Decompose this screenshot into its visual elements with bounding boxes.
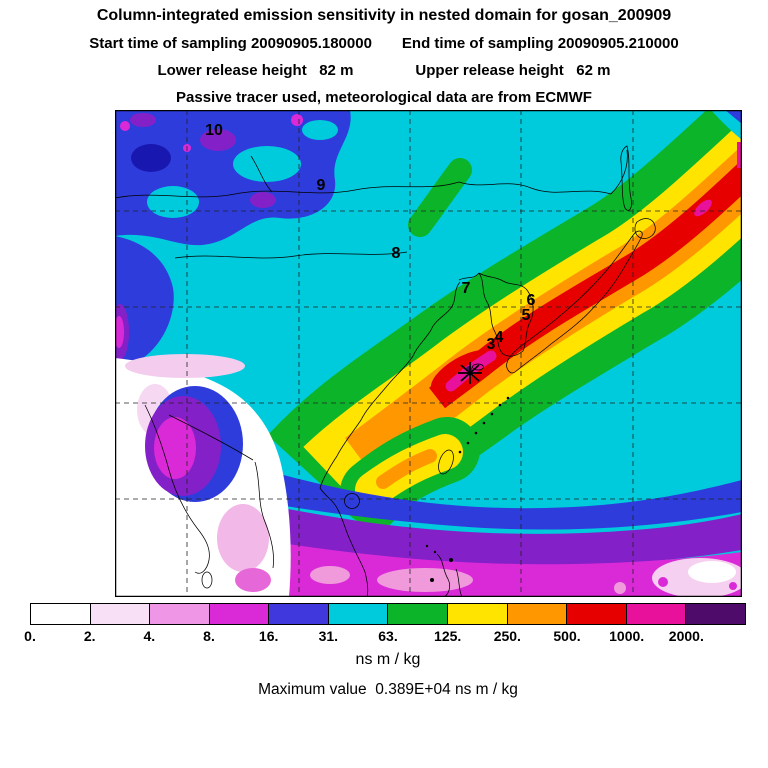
page-title: Column-integrated emission sensitivity i… <box>96 7 672 24</box>
max-value-label: Maximum value 0.389E+04 ns m / kg <box>258 681 518 698</box>
lower-release-label: Lower release height 82 m <box>157 62 354 79</box>
colorbar-segment <box>150 604 210 624</box>
trajectory-day-label: 6 <box>527 292 536 309</box>
colorbar-tick-label: 16. <box>258 628 279 644</box>
colorbar-tick-label: 4. <box>143 628 156 644</box>
colorbar-segment <box>209 604 270 624</box>
map-frame <box>114 109 743 598</box>
colorbar-segment <box>448 604 508 624</box>
sensitivity-field <box>111 79 768 598</box>
island-dots <box>425 396 510 582</box>
colorbar-tick-label: 2. <box>83 628 96 644</box>
tracer-meteo-label: Passive tracer used, meteorological data… <box>0 89 768 106</box>
colorbar-tick-label: 0. <box>24 628 36 644</box>
colorbar-tick-label: 1000. <box>609 628 645 644</box>
colorbar-segment <box>90 604 151 624</box>
colorbar-units: ns m / kg <box>355 651 421 668</box>
colorbar-segment <box>686 604 745 624</box>
colorbar-segment <box>328 604 389 624</box>
end-time-label: End time of sampling 20090905.210000 <box>401 35 679 52</box>
trajectory-day-label: 9 <box>317 177 326 194</box>
colorbar <box>30 603 746 625</box>
trajectory-day-label: 7 <box>462 280 471 297</box>
trajectory-day-label: 8 <box>392 245 401 262</box>
colorbar-labels: 0. 2. 4. 8. 16. 31. 63. 125. 250. 500. 1000. 2000. <box>24 628 746 646</box>
colorbar-segment <box>31 604 91 624</box>
colorbar-segment <box>388 604 449 624</box>
colorbar-tick-label: 125. <box>434 628 462 644</box>
trajectory-day-label: 3 <box>487 336 496 353</box>
colorbar-tick-label: 250. <box>493 628 521 644</box>
trajectory-day-label: 5 <box>522 307 531 324</box>
latlon-grid <box>115 110 742 597</box>
upper-release-label: Upper release height 62 m <box>415 62 611 79</box>
colorbar-tick-label: 8. <box>203 628 215 644</box>
map-svg: 10 9 8 7 6 5 4 3 <box>111 79 768 598</box>
sensitivity-map: 10 9 8 7 6 5 4 3 <box>111 79 768 598</box>
tracer-meteo-text: Passive tracer used, meteorological data… <box>176 89 592 106</box>
trajectory-day-labels: 10 9 8 7 6 5 4 3 <box>205 122 535 353</box>
colorbar-segment <box>507 604 568 624</box>
colorbar-tick-label: 500. <box>553 628 581 644</box>
trajectory-day-label: 4 <box>495 329 504 346</box>
coastlines <box>114 145 656 598</box>
colorbar-tick-label: 31. <box>318 628 339 644</box>
receptor-marker-icon <box>458 362 482 384</box>
colorbar-segment <box>269 604 329 624</box>
start-time-label: Start time of sampling 20090905.180000 <box>89 35 372 52</box>
colorbar-segment <box>567 604 627 624</box>
release-height-line: Lower release height 82 m Upper release … <box>0 62 768 79</box>
colorbar-tick-label: 2000. <box>668 628 704 644</box>
sampling-time-line: Start time of sampling 20090905.180000 E… <box>0 35 768 52</box>
colorbar-tick-label: 63. <box>378 628 398 644</box>
trajectory-day-label: 10 <box>205 122 223 139</box>
colorbar-segment <box>626 604 687 624</box>
